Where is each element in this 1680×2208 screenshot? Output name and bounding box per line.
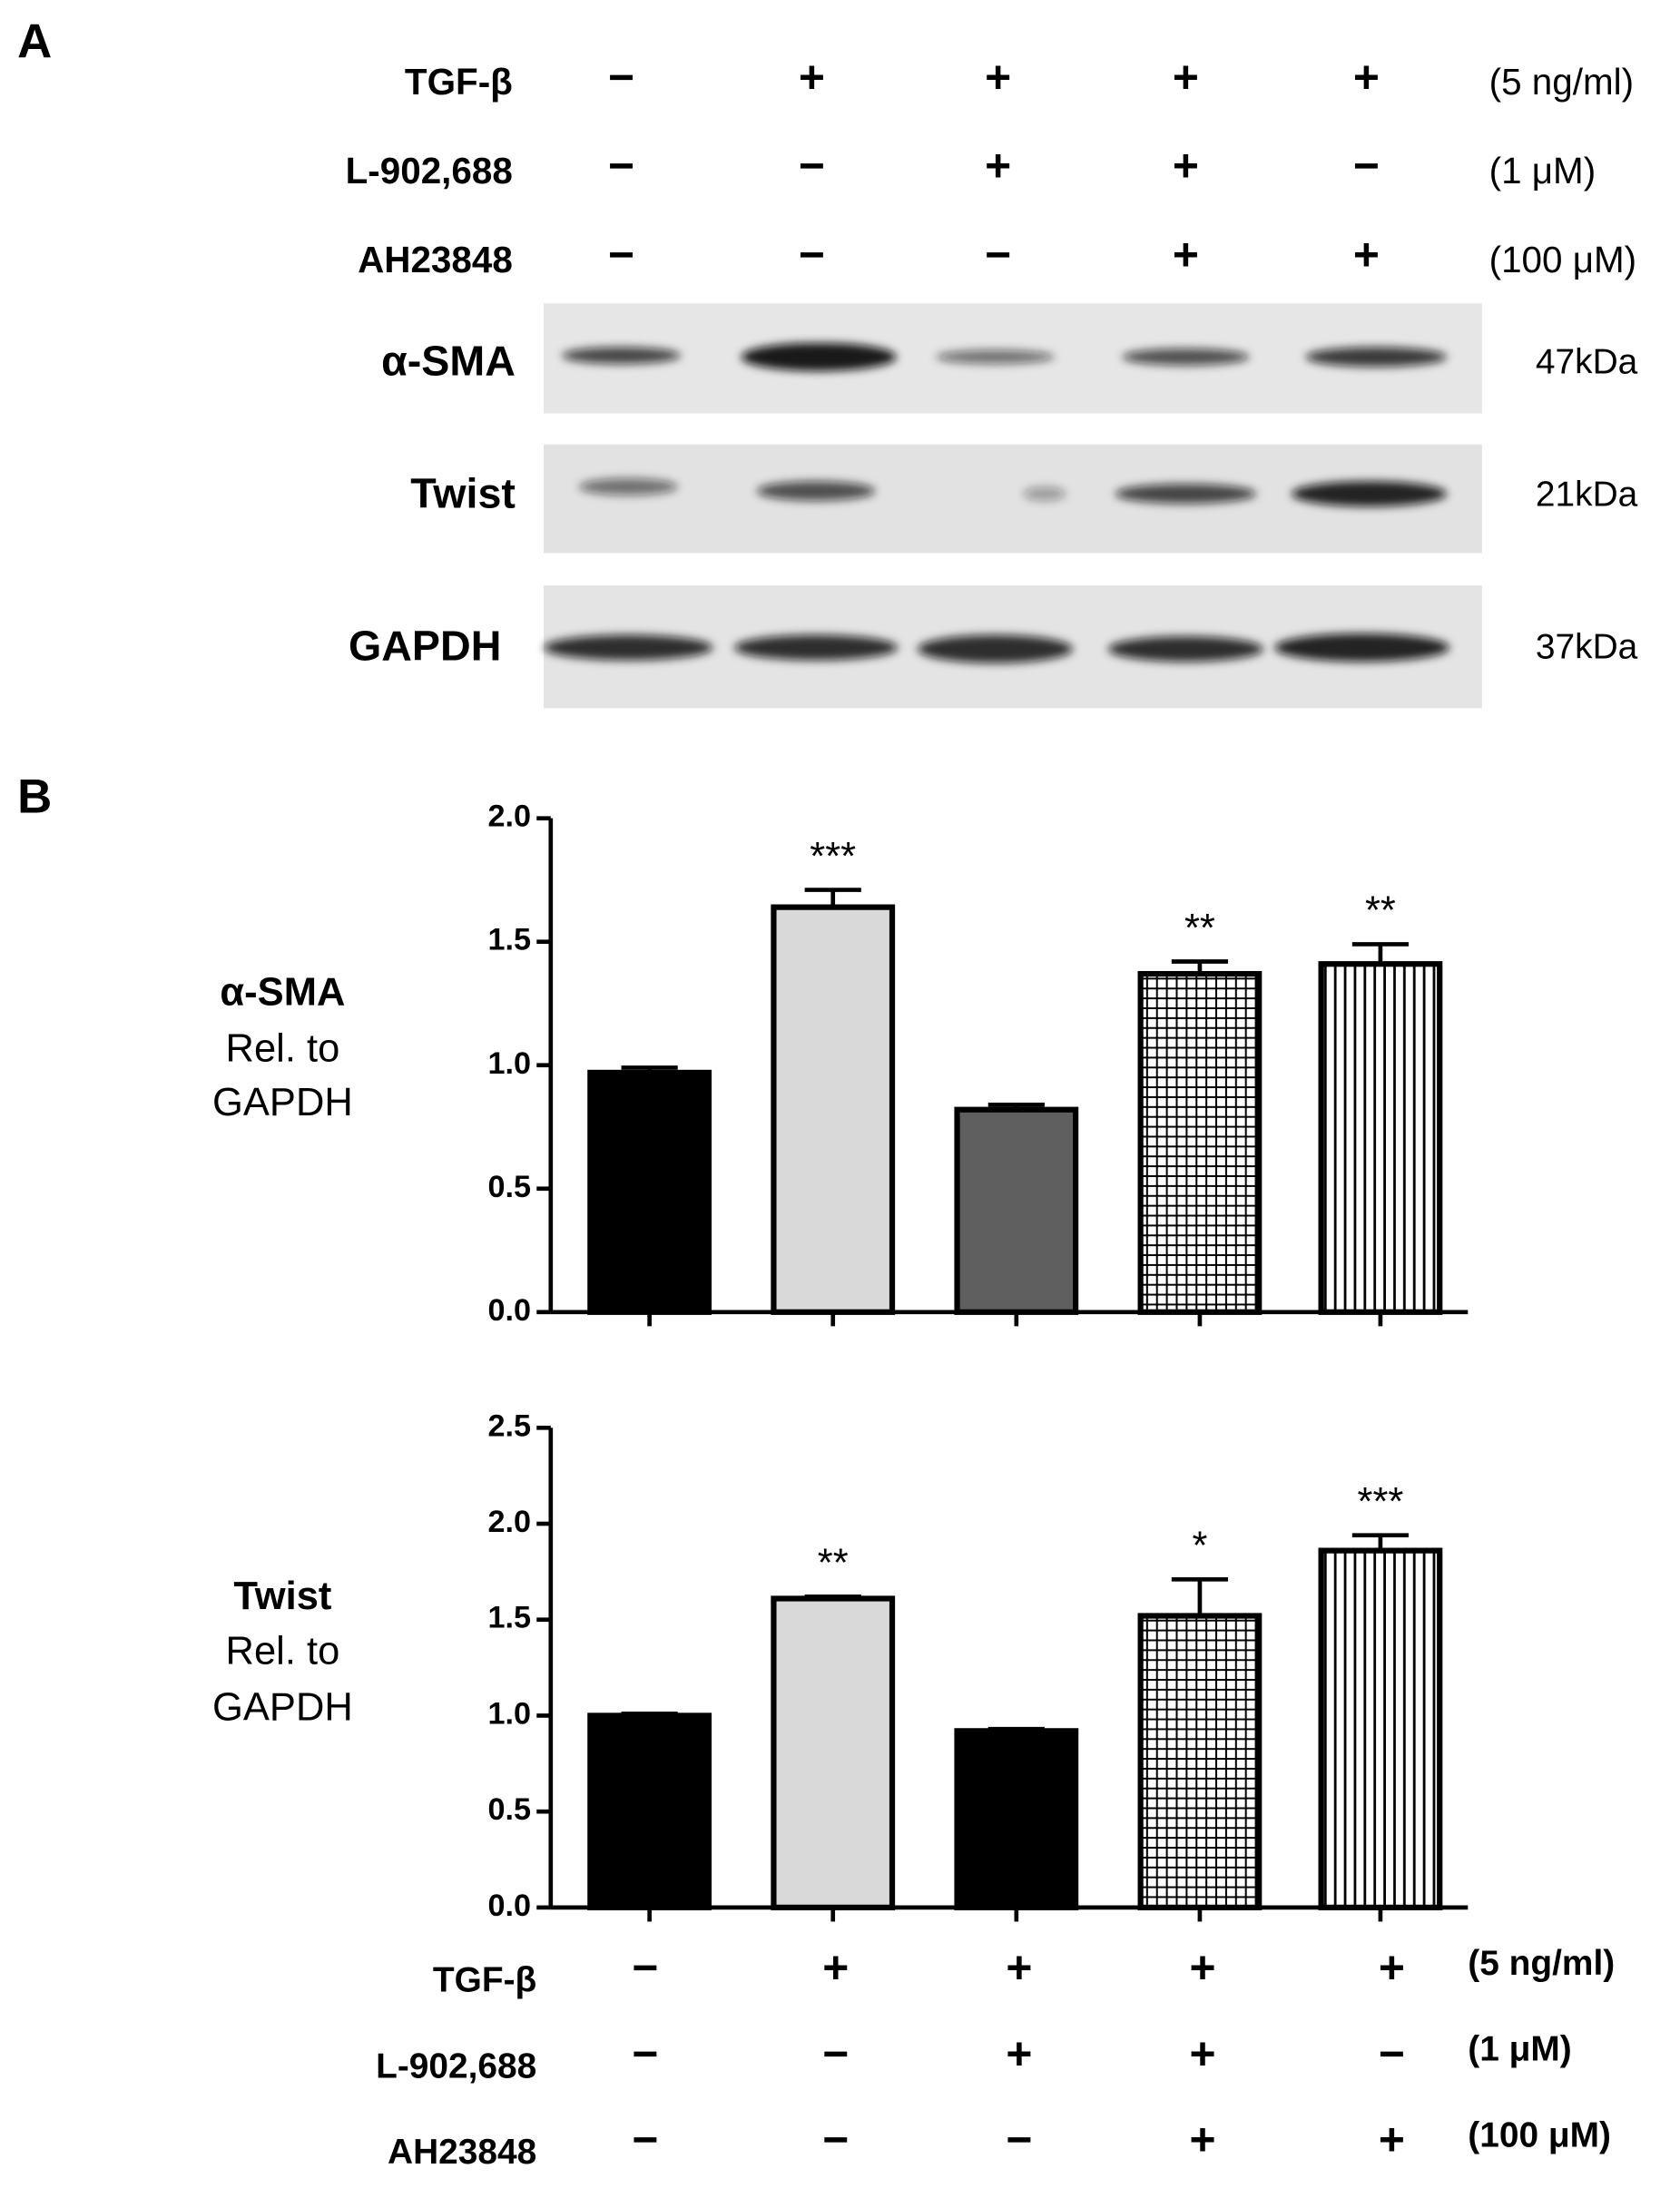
y-axis-label: Rel. to bbox=[226, 1027, 340, 1071]
condition-mark: + bbox=[1353, 230, 1380, 280]
condition-mark: + bbox=[799, 52, 825, 103]
condition-mark: + bbox=[1190, 2028, 1216, 2079]
y-axis-label: α-SMA bbox=[220, 971, 345, 1015]
condition-mark: − bbox=[1353, 141, 1380, 191]
condition-name: L-902,688 bbox=[376, 2046, 536, 2085]
y-tick-label: 2.0 bbox=[488, 1505, 532, 1539]
condition-name: AH23848 bbox=[388, 2133, 536, 2172]
dose: (5 ng/ml) bbox=[1468, 1944, 1615, 1983]
bar bbox=[1137, 1613, 1262, 1910]
condition-mark: + bbox=[1353, 52, 1380, 103]
blot-size: 21kDa bbox=[1536, 475, 1638, 514]
bar bbox=[1318, 961, 1443, 1315]
blot-size: 37kDa bbox=[1536, 627, 1638, 666]
blot-size: 47kDa bbox=[1536, 342, 1638, 381]
condition-name: TGF-β bbox=[433, 1961, 536, 2000]
condition-mark: − bbox=[608, 52, 634, 103]
error-bar bbox=[987, 1102, 1045, 1110]
bar bbox=[587, 1069, 712, 1315]
significance: * bbox=[1192, 1525, 1207, 1568]
condition-mark: + bbox=[985, 52, 1011, 103]
y-tick-label: 1.0 bbox=[488, 1046, 532, 1081]
condition-mark: − bbox=[632, 2028, 658, 2079]
bar bbox=[954, 1106, 1079, 1315]
error-bar bbox=[621, 1065, 678, 1073]
condition-name: L-902,688 bbox=[346, 150, 513, 191]
dose: (1 μM) bbox=[1489, 150, 1596, 191]
condition-mark: − bbox=[632, 1942, 658, 1993]
y-tick-label: 0.0 bbox=[488, 1889, 532, 1923]
y-tick-label: 0.0 bbox=[488, 1293, 532, 1328]
y-tick-label: 0.5 bbox=[488, 1170, 532, 1204]
y-tick-label: 1.5 bbox=[488, 1601, 532, 1635]
condition-mark: + bbox=[1379, 1942, 1405, 1993]
significance: ** bbox=[1184, 907, 1215, 950]
condition-mark: − bbox=[1006, 2115, 1032, 2165]
error-bar bbox=[804, 1595, 861, 1599]
blot-images bbox=[544, 303, 1482, 709]
bar bbox=[1137, 970, 1262, 1315]
bar bbox=[1318, 1547, 1443, 1910]
y-tick-label: 0.5 bbox=[488, 1792, 532, 1827]
condition-mark: + bbox=[822, 1942, 849, 1993]
y-axis-label: Twist bbox=[233, 1575, 331, 1618]
dose: (1 μM) bbox=[1468, 2030, 1571, 2069]
y-tick-label: 2.0 bbox=[488, 800, 532, 834]
condition-name: AH23848 bbox=[358, 239, 513, 280]
condition-mark: + bbox=[1006, 1942, 1032, 1993]
blot-name: Twist bbox=[410, 470, 516, 517]
condition-name: TGF-β bbox=[405, 61, 513, 103]
error-bar bbox=[1351, 1533, 1410, 1551]
y-tick-label: 1.0 bbox=[488, 1696, 532, 1731]
condition-mark: + bbox=[1173, 230, 1199, 280]
condition-mark: + bbox=[1190, 2115, 1216, 2165]
condition-mark: − bbox=[1379, 2028, 1405, 2079]
condition-mark: + bbox=[1173, 52, 1199, 103]
error-bar bbox=[804, 888, 861, 908]
error-bar bbox=[1171, 959, 1229, 975]
condition-mark: + bbox=[1379, 2115, 1405, 2165]
y-tick-label: 2.5 bbox=[488, 1408, 532, 1443]
dose: (100 μM) bbox=[1489, 239, 1637, 280]
condition-mark: − bbox=[608, 230, 634, 280]
bar bbox=[771, 904, 896, 1315]
condition-mark: − bbox=[822, 2115, 849, 2165]
condition-mark: − bbox=[799, 230, 825, 280]
panel-label: B bbox=[17, 770, 52, 823]
condition-mark: + bbox=[1006, 2028, 1032, 2079]
error-bar bbox=[987, 1726, 1045, 1732]
y-axis-label: GAPDH bbox=[212, 1081, 353, 1124]
error-bar bbox=[1171, 1576, 1229, 1616]
significance: *** bbox=[810, 835, 856, 878]
condition-mark: − bbox=[822, 2028, 849, 2079]
condition-mark: − bbox=[632, 2115, 658, 2165]
significance: ** bbox=[1365, 889, 1396, 933]
condition-mark: + bbox=[1173, 141, 1199, 191]
blot-name: GAPDH bbox=[349, 622, 501, 669]
bar bbox=[587, 1712, 712, 1910]
condition-mark: − bbox=[799, 141, 825, 191]
dose: (100 μM) bbox=[1468, 2116, 1611, 2155]
condition-mark: − bbox=[985, 230, 1011, 280]
bar bbox=[954, 1728, 1079, 1910]
y-axis-label: GAPDH bbox=[212, 1686, 353, 1730]
error-bar bbox=[621, 1711, 678, 1716]
condition-mark: + bbox=[985, 141, 1011, 191]
significance: *** bbox=[1358, 1480, 1404, 1524]
blot-name: α-SMA bbox=[381, 337, 516, 384]
significance: ** bbox=[818, 1542, 849, 1585]
condition-mark: − bbox=[608, 141, 634, 191]
y-axis-label: Rel. to bbox=[226, 1630, 340, 1673]
error-bar bbox=[1351, 942, 1410, 965]
dose: (5 ng/ml) bbox=[1489, 61, 1634, 103]
condition-mark: + bbox=[1190, 1942, 1216, 1993]
bar bbox=[771, 1595, 896, 1910]
y-tick-label: 1.5 bbox=[488, 923, 532, 957]
panel-label: A bbox=[17, 15, 52, 69]
